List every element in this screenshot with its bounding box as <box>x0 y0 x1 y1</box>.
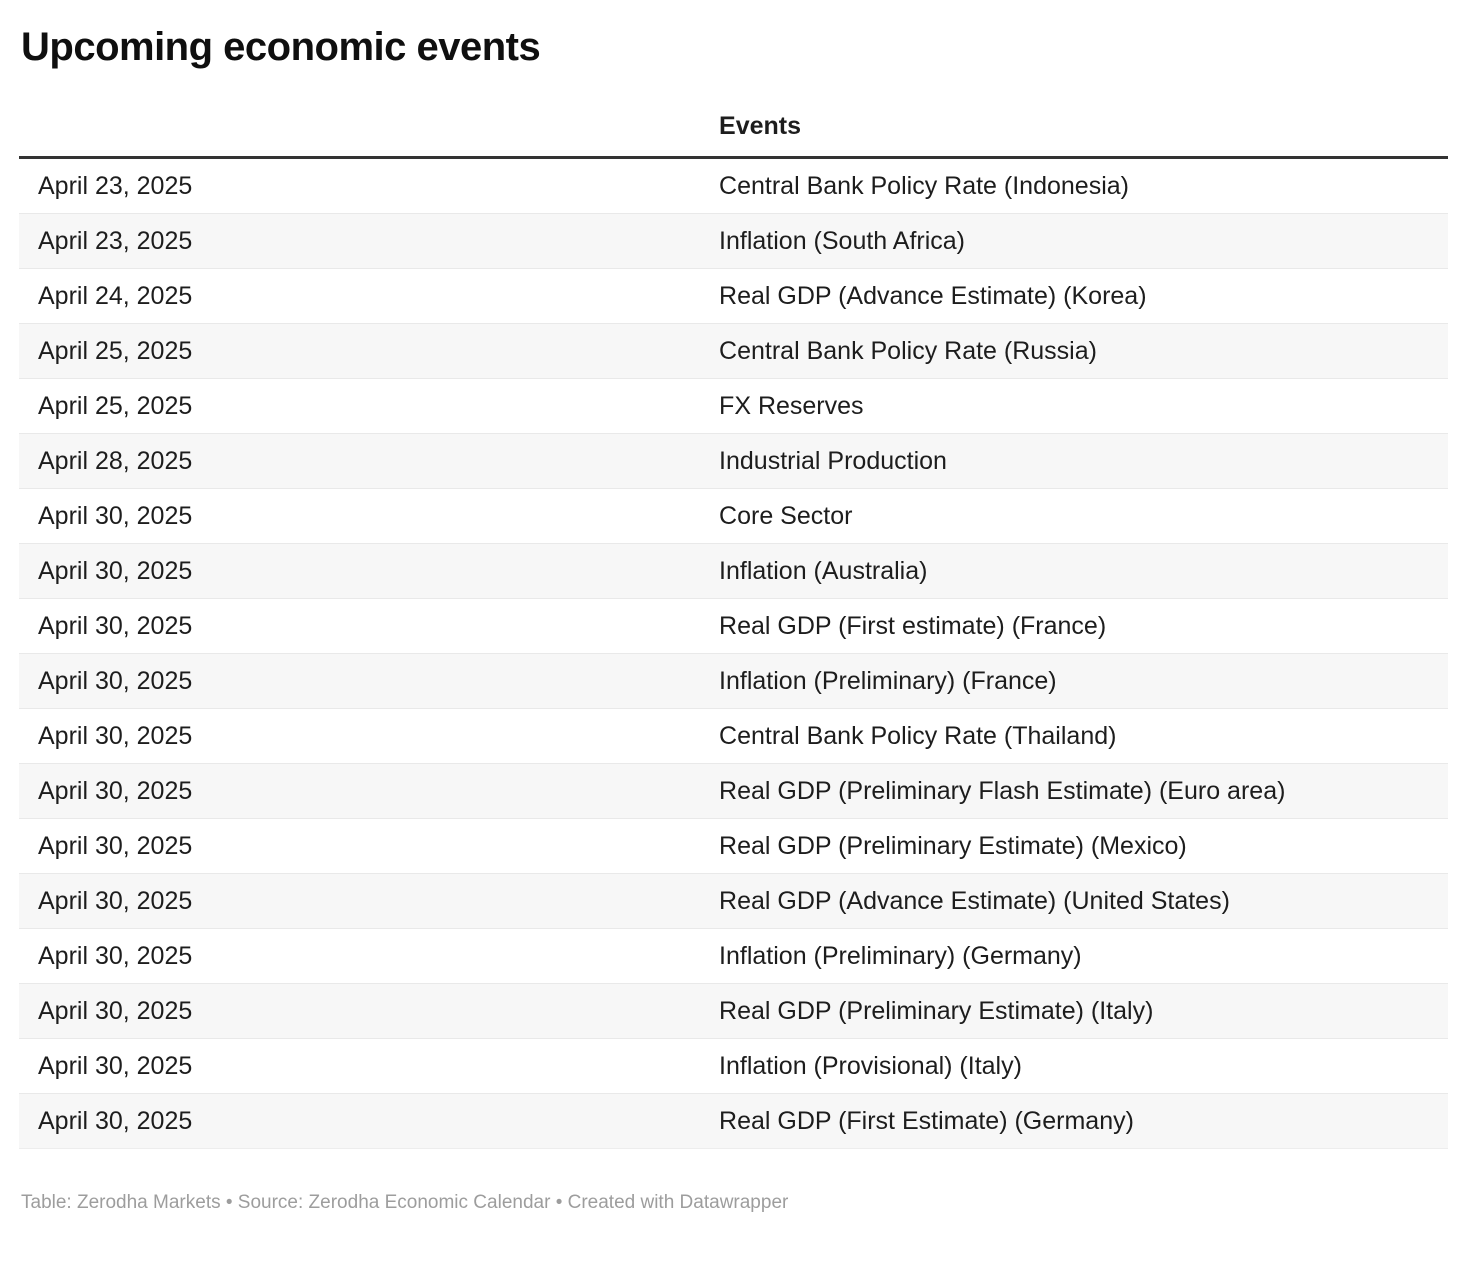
date-cell: April 30, 2025 <box>38 667 193 695</box>
table-row: April 23, 2025 Inflation (South Africa) <box>19 213 1448 269</box>
column-header-events: Events <box>700 70 1448 159</box>
date-cell: April 24, 2025 <box>38 282 193 310</box>
date-cell: April 23, 2025 <box>38 227 193 255</box>
event-cell: Core Sector <box>719 502 853 530</box>
events-table-container: Events April 23, 2025 Central Bank Polic… <box>19 70 1448 1149</box>
date-cell: April 30, 2025 <box>38 777 193 805</box>
table-row: April 25, 2025 Central Bank Policy Rate … <box>19 323 1448 379</box>
date-cell: April 30, 2025 <box>38 1052 193 1080</box>
event-cell: Inflation (Preliminary) (Germany) <box>719 942 1082 970</box>
event-cell: Real GDP (Advance Estimate) (Korea) <box>719 282 1147 310</box>
table-row: April 28, 2025 Industrial Production <box>19 433 1448 489</box>
date-cell: April 25, 2025 <box>38 392 193 420</box>
date-cell: April 30, 2025 <box>38 832 193 860</box>
date-cell: April 30, 2025 <box>38 887 193 915</box>
column-header-date <box>19 70 701 159</box>
date-cell: April 30, 2025 <box>38 612 193 640</box>
table-row: April 30, 2025 Inflation (Preliminary) (… <box>19 653 1448 709</box>
event-cell: Inflation (Australia) <box>719 557 928 585</box>
event-cell: Inflation (South Africa) <box>719 227 966 255</box>
table-row: April 30, 2025 Core Sector <box>19 488 1448 544</box>
table-row: April 30, 2025 Real GDP (Preliminary Fla… <box>19 763 1448 819</box>
event-cell: Real GDP (Advance Estimate) (United Stat… <box>719 887 1230 915</box>
table-row: April 25, 2025 FX Reserves <box>19 378 1448 434</box>
event-cell: Real GDP (Preliminary Flash Estimate) (E… <box>719 777 1286 805</box>
event-cell: Industrial Production <box>719 447 947 475</box>
table-row: April 30, 2025 Inflation (Australia) <box>19 543 1448 599</box>
events-table: Events April 23, 2025 Central Bank Polic… <box>19 70 1448 1149</box>
table-row: April 30, 2025 Real GDP (First estimate)… <box>19 598 1448 654</box>
date-cell: April 30, 2025 <box>38 997 193 1025</box>
date-cell: April 28, 2025 <box>38 447 193 475</box>
event-cell: Real GDP (First estimate) (France) <box>719 612 1107 640</box>
date-cell: April 30, 2025 <box>38 1107 193 1135</box>
date-cell: April 30, 2025 <box>38 722 193 750</box>
date-cell: April 23, 2025 <box>38 172 193 200</box>
table-row: April 30, 2025 Real GDP (Preliminary Est… <box>19 983 1448 1039</box>
footer-text: Table: Zerodha Markets • Source: Zerodha… <box>21 1192 789 1213</box>
date-cell: April 30, 2025 <box>38 942 193 970</box>
table-row: April 30, 2025 Real GDP (First Estimate)… <box>19 1093 1448 1149</box>
table-row: April 30, 2025 Inflation (Provisional) (… <box>19 1038 1448 1094</box>
table-body: April 23, 2025 Central Bank Policy Rate … <box>19 158 1448 1149</box>
table-row: April 30, 2025 Real GDP (Preliminary Est… <box>19 818 1448 874</box>
event-cell: Central Bank Policy Rate (Russia) <box>719 337 1097 365</box>
event-cell: FX Reserves <box>719 392 864 420</box>
date-cell: April 30, 2025 <box>38 502 193 530</box>
date-cell: April 25, 2025 <box>38 337 193 365</box>
table-row: April 23, 2025 Central Bank Policy Rate … <box>19 158 1448 214</box>
table-row: April 30, 2025 Inflation (Preliminary) (… <box>19 928 1448 984</box>
event-cell: Real GDP (Preliminary Estimate) (Italy) <box>719 997 1154 1025</box>
page-title: Upcoming economic events <box>21 25 541 69</box>
event-cell: Central Bank Policy Rate (Thailand) <box>719 722 1117 750</box>
event-cell: Inflation (Preliminary) (France) <box>719 667 1057 695</box>
date-cell: April 30, 2025 <box>38 557 193 585</box>
table-row: April 30, 2025 Central Bank Policy Rate … <box>19 708 1448 764</box>
event-cell: Central Bank Policy Rate (Indonesia) <box>719 172 1129 200</box>
event-cell: Inflation (Provisional) (Italy) <box>719 1052 1022 1080</box>
table-row: April 24, 2025 Real GDP (Advance Estimat… <box>19 268 1448 324</box>
table-footer: Table: Zerodha Markets • Source: Zerodha… <box>21 1191 1447 1215</box>
table-row: April 30, 2025 Real GDP (Advance Estimat… <box>19 873 1448 929</box>
table-header-row: Events <box>19 70 1448 159</box>
event-cell: Real GDP (First Estimate) (Germany) <box>719 1107 1134 1135</box>
event-cell: Real GDP (Preliminary Estimate) (Mexico) <box>719 832 1187 860</box>
